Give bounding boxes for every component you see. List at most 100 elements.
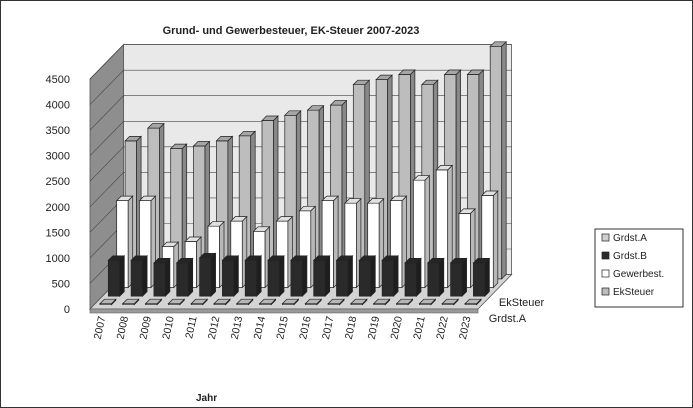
bar-side (370, 254, 376, 297)
bar-top (443, 69, 462, 75)
bar-Grdst.B-2020 (404, 257, 422, 297)
bar-top (124, 136, 142, 142)
bar-top (281, 298, 300, 305)
bar-side (416, 257, 422, 297)
x-axis-title: Jahr (196, 393, 217, 404)
bar-top (229, 216, 248, 222)
x-tick-label: 2016 (297, 315, 314, 340)
x-tick-label: 2007 (92, 315, 109, 340)
bar-side (438, 257, 445, 297)
bar-Grdst.B-2021 (426, 257, 445, 297)
bar-side (302, 254, 308, 297)
x-tick-label: 2021 (411, 315, 428, 340)
bar-top (258, 298, 277, 305)
bar-Grdst.B-2010 (175, 257, 194, 297)
bar-Grdst.A-2021 (418, 298, 437, 306)
bar-top (169, 143, 188, 149)
bar-Grdst.A-2016 (304, 298, 323, 306)
bar-Grdst.A-2013 (235, 298, 254, 306)
bar-top (449, 258, 468, 264)
bar-top (335, 255, 354, 261)
bar-front (244, 259, 258, 297)
bar-side (165, 257, 171, 297)
bar-Grdst.B-2014 (267, 254, 285, 297)
bar-top (275, 216, 294, 222)
bar-top (283, 110, 302, 116)
bar-top (252, 226, 271, 232)
bar-top (426, 258, 445, 264)
depth-axis-label: EkSteuer (499, 297, 545, 309)
y-tick-label: 4000 (46, 100, 70, 112)
bar-front (153, 262, 166, 297)
bar-top (466, 69, 485, 75)
bar-Grdst.B-2008 (130, 254, 148, 297)
bar-front (176, 262, 189, 297)
bar-top (99, 298, 117, 305)
bar-top (144, 298, 163, 305)
legend-entry: Grdst.A (613, 233, 647, 244)
bar-Grdst.B-2023 (472, 257, 491, 297)
bar-front (199, 257, 212, 297)
bar-front (450, 262, 463, 297)
bar-side (393, 254, 399, 297)
bar-side (501, 40, 507, 280)
bar-top (395, 298, 414, 305)
legend-swatch (601, 251, 610, 260)
y-tick-label: 0 (64, 304, 70, 316)
bar-Grdst.B-2011 (198, 252, 217, 297)
bar-side (256, 254, 262, 297)
y-tick-label: 4500 (46, 74, 70, 86)
bar-Grdst.B-2017 (335, 254, 354, 297)
bar-top (366, 198, 385, 204)
bar-Grdst.A-2014 (258, 298, 277, 306)
bar-top (138, 195, 157, 201)
bar-EkSteuer-2017 (352, 79, 371, 280)
bar-Grdst.A-2011 (190, 298, 209, 306)
bar-Grdst.A-2008 (121, 298, 140, 306)
x-tick-label: 2008 (115, 315, 132, 340)
bar-top (329, 100, 348, 106)
bar-top (130, 255, 148, 261)
bar-top (352, 79, 371, 86)
bar-Grdst.A-2020 (395, 298, 414, 306)
bar-top (321, 195, 339, 201)
bar-EkSteuer-2019 (398, 69, 416, 280)
x-tick-label: 2015 (274, 315, 291, 340)
bar-top (267, 255, 285, 261)
x-tick-label: 2014 (252, 315, 269, 340)
gridline (89, 44, 512, 80)
bar-side (492, 190, 499, 289)
bar-front (404, 262, 417, 297)
legend-swatch (601, 287, 610, 296)
bar-top (458, 208, 476, 214)
bar-top (350, 298, 368, 305)
bar-top (464, 298, 482, 305)
bar-front (358, 259, 372, 297)
bar-top (344, 198, 362, 204)
bar-top (389, 195, 408, 201)
legend-entry: Gewerbest. (613, 269, 664, 280)
x-tick-label: 2018 (343, 315, 360, 340)
y-tick-label: 1500 (46, 227, 70, 239)
bar-front (290, 259, 303, 297)
bar-top (418, 298, 437, 305)
bar-Grdst.A-2007 (99, 298, 117, 306)
legend-swatch (601, 269, 610, 278)
legend-swatch (601, 233, 610, 242)
bar-Grdst.B-2016 (312, 254, 331, 297)
chart-labels: 0 500 1000 1500 2000 2500 3000 3500 4000 4500 2007… (46, 74, 545, 340)
bar-top (435, 165, 454, 171)
bar-top (398, 69, 416, 75)
chart-bars (99, 40, 508, 306)
bar-front (130, 259, 143, 297)
bar-Grdst.B-2009 (153, 257, 171, 297)
bar-Gewerbest.-2023 (480, 190, 499, 289)
bar-Grdst.A-2022 (441, 298, 460, 306)
bar-front (381, 259, 394, 297)
x-tick-label: 2010 (160, 315, 177, 340)
y-tick-label: 3000 (46, 151, 70, 163)
x-tick-label: 2017 (320, 315, 337, 340)
legend-entry: EkSteuer (613, 287, 655, 298)
